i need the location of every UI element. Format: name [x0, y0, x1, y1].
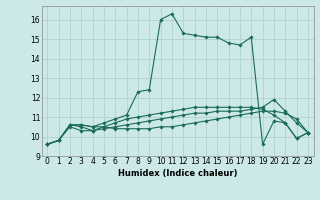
X-axis label: Humidex (Indice chaleur): Humidex (Indice chaleur)	[118, 169, 237, 178]
